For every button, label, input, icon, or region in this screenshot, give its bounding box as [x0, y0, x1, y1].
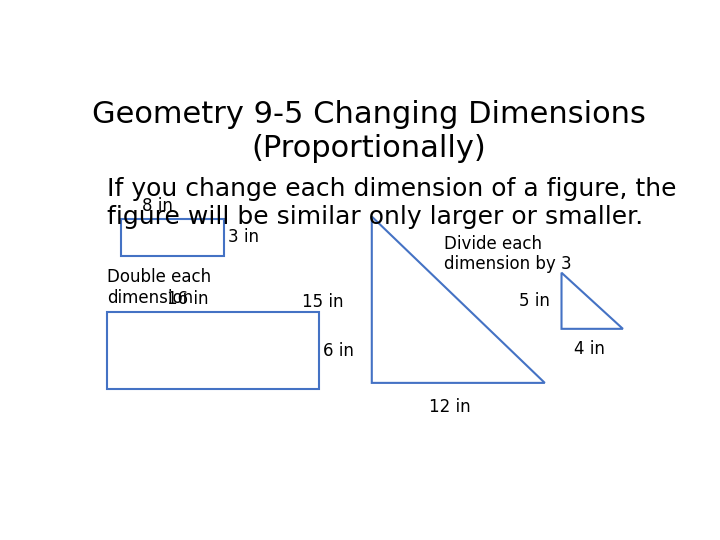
Text: 6 in: 6 in: [323, 342, 354, 360]
Text: Double each
dimension: Double each dimension: [107, 268, 211, 307]
Text: Geometry 9-5 Changing Dimensions
(Proportionally): Geometry 9-5 Changing Dimensions (Propor…: [92, 100, 646, 163]
Text: 12 in: 12 in: [429, 399, 471, 416]
Bar: [121, 219, 224, 256]
Text: 3 in: 3 in: [228, 228, 259, 246]
Text: 16 in: 16 in: [167, 290, 208, 308]
Text: If you change each dimension of a figure, the
figure will be similar only larger: If you change each dimension of a figure…: [107, 177, 676, 229]
Text: 15 in: 15 in: [302, 293, 344, 311]
Bar: [107, 312, 319, 389]
Text: 5 in: 5 in: [519, 292, 550, 310]
Text: 8 in: 8 in: [142, 197, 172, 215]
Text: 4 in: 4 in: [574, 341, 605, 359]
Text: Divide each
dimension by 3: Divide each dimension by 3: [444, 234, 572, 273]
